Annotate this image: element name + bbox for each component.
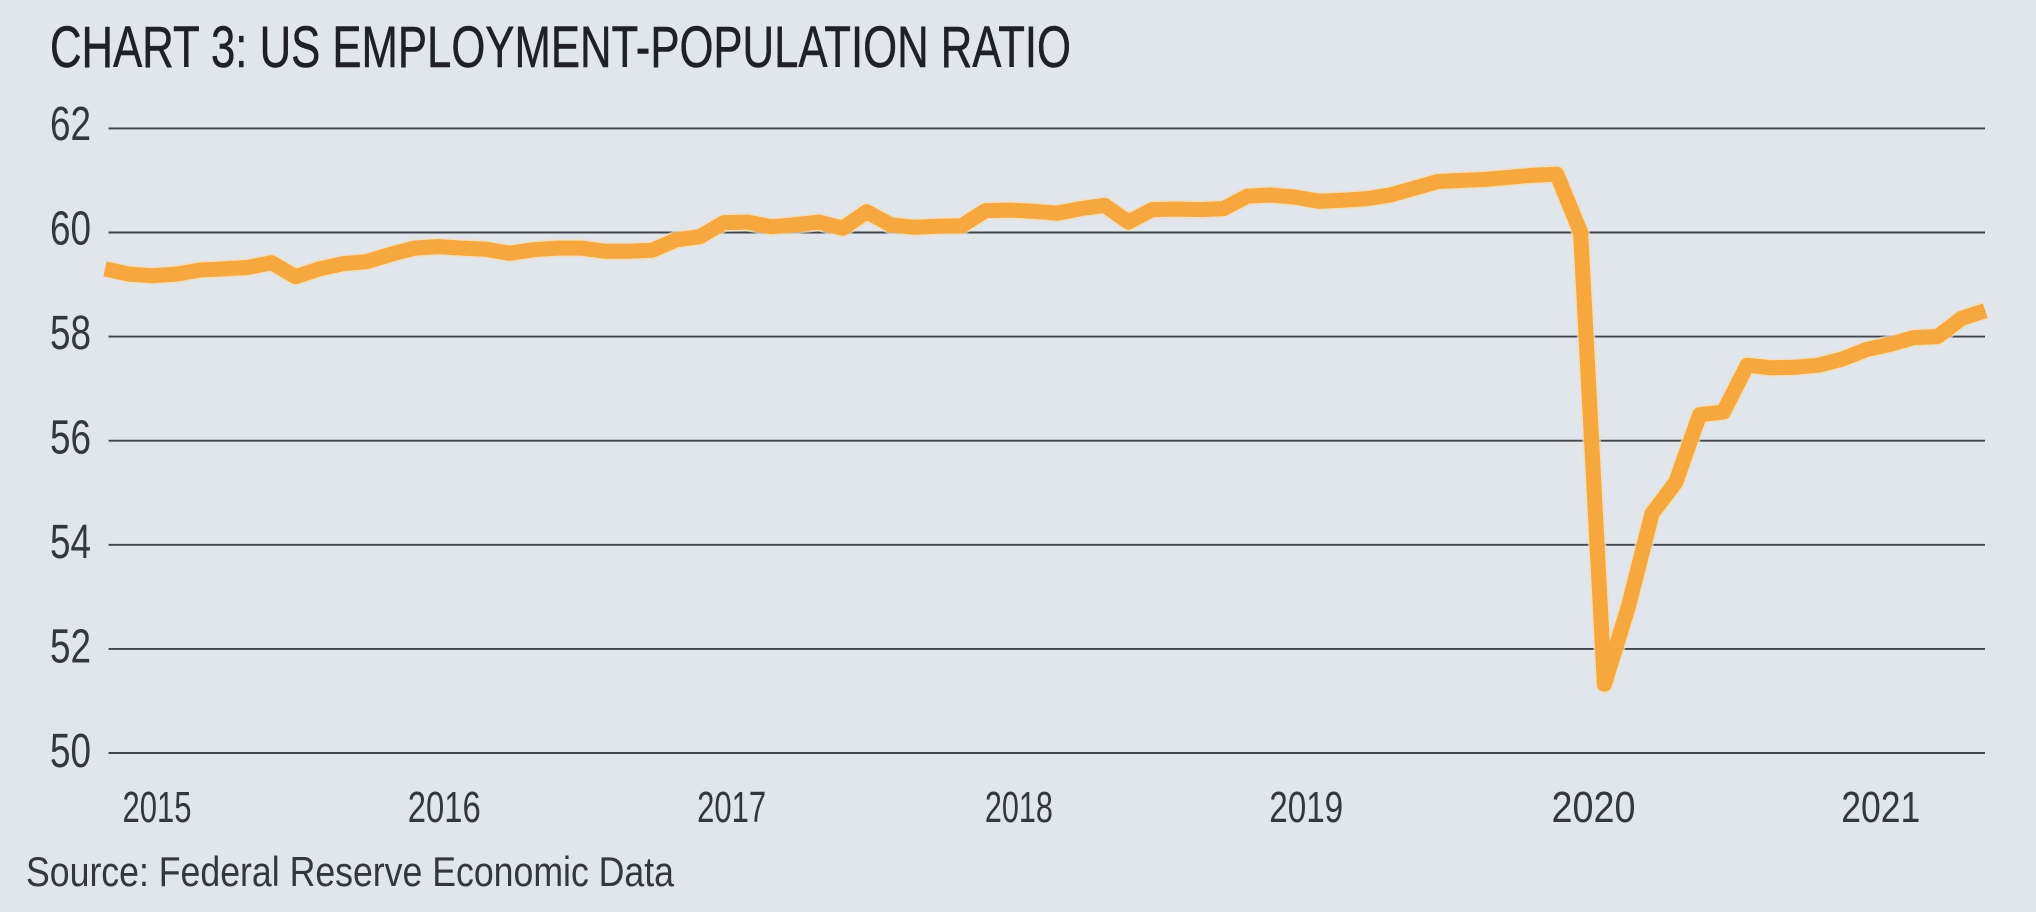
svg-text:Source: Federal Reserve Econom: Source: Federal Reserve Economic Data [26,848,675,895]
svg-text:2020: 2020 [1552,783,1636,832]
svg-text:CHART 3: US EMPLOYMENT-POPULAT: CHART 3: US EMPLOYMENT-POPULATION RATIO [50,15,1071,80]
svg-text:50: 50 [50,725,91,778]
svg-text:2017: 2017 [697,783,766,832]
svg-text:54: 54 [50,516,91,569]
svg-text:58: 58 [50,307,91,360]
svg-text:2015: 2015 [123,783,192,832]
svg-text:56: 56 [50,412,91,465]
svg-text:2021: 2021 [1841,783,1920,832]
svg-text:2018: 2018 [985,783,1053,832]
svg-text:62: 62 [50,98,91,151]
svg-text:2019: 2019 [1269,783,1343,832]
svg-text:60: 60 [50,203,91,256]
svg-text:2016: 2016 [408,783,481,832]
svg-text:52: 52 [50,621,91,674]
